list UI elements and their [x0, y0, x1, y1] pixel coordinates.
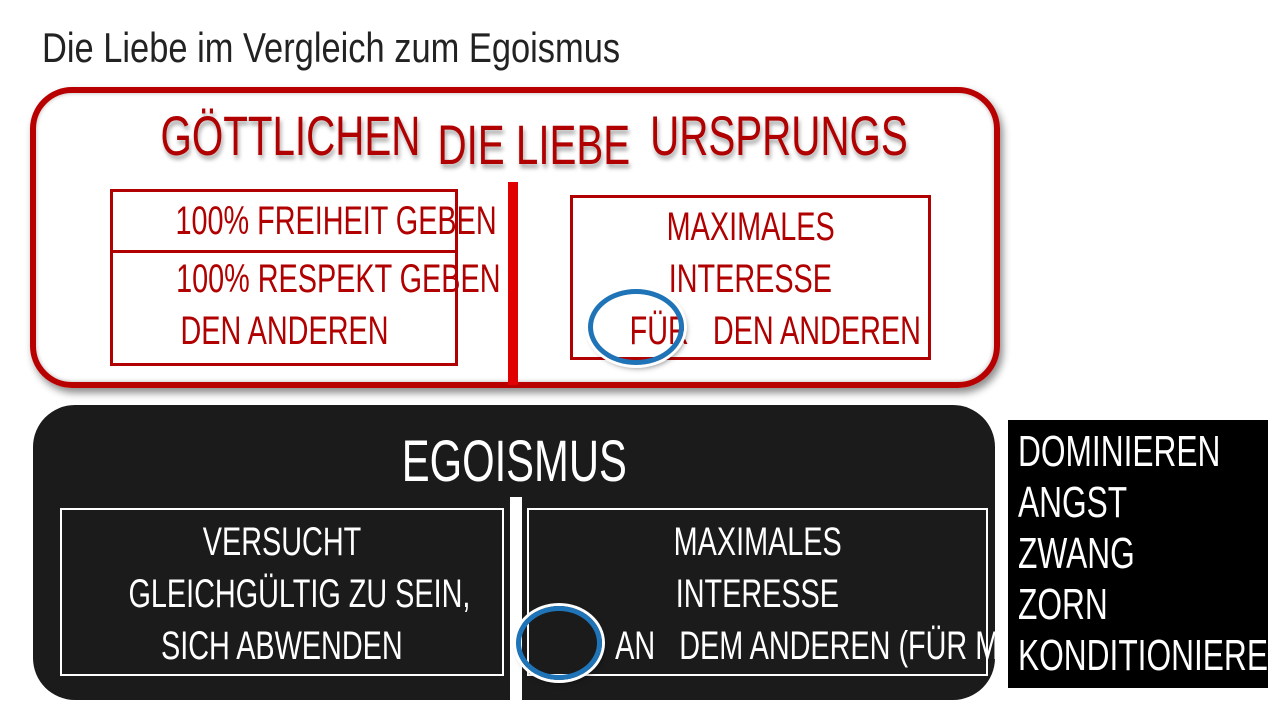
trait-item: ANGST — [1018, 478, 1128, 527]
love-divider — [508, 182, 518, 385]
trait-item: ZORN — [1018, 580, 1108, 629]
interest-in-box: MAXIMALES INTERESSE AN DEM ANDEREN (FÜR … — [527, 508, 1058, 676]
love-heading-left: GÖTTLICHEN — [160, 104, 421, 167]
trait-item: ZWANG — [1018, 529, 1135, 578]
freedom-box: 100% FREIHEIT GEBEN — [110, 189, 497, 253]
highlight-circle-an — [516, 606, 602, 680]
trait-item: KONDITIONIEREN — [1018, 631, 1280, 680]
indifference-box: VERSUCHT GLEICHGÜLTIG ZU SEIN, SICH ABWE… — [60, 508, 504, 676]
love-heading-right: URSPRUNGS — [650, 104, 908, 167]
trait-item: DOMINIEREN — [1018, 427, 1221, 476]
respect-box: 100% RESPEKT GEBEN DEN ANDEREN — [110, 250, 500, 366]
egoism-traits-list: DOMINIEREN ANGST ZWANG ZORN KONDITIONIER… — [1008, 420, 1280, 688]
highlight-circle-fuer — [588, 289, 684, 365]
egoism-heading: EGOISMUS — [401, 429, 627, 494]
love-panel — [30, 87, 1000, 388]
egoism-divider — [510, 497, 522, 707]
love-heading-center: DIE LIEBE — [437, 113, 631, 176]
slide-title: Die Liebe im Vergleich zum Egoismus — [42, 24, 621, 71]
